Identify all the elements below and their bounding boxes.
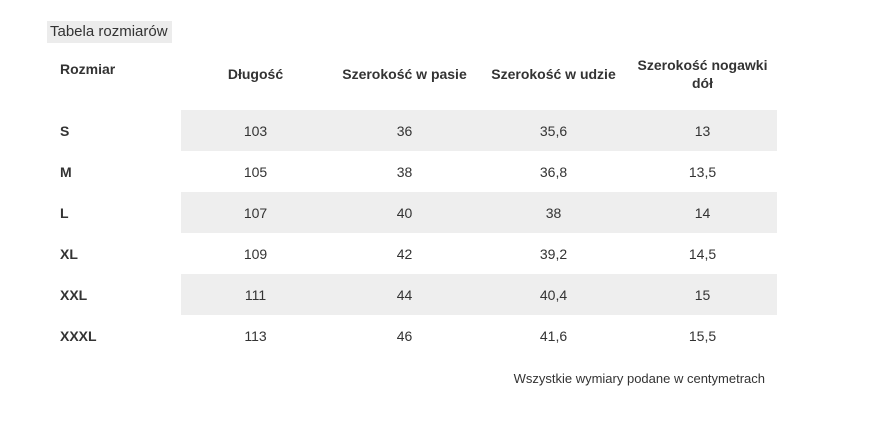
measurement-value: 38 — [396, 163, 413, 180]
table-header-row: Rozmiar Długość Szerokość w pasie Szerokość… — [54, 50, 777, 110]
size-label: XXL — [54, 274, 181, 315]
measurement-value: 36,8 — [539, 163, 568, 180]
measurement-value: 36 — [330, 110, 479, 151]
measurement-value: 14 — [628, 192, 777, 233]
measurement-value: 113 — [244, 327, 267, 344]
measurement-value: 105 — [243, 163, 268, 180]
measurement-value: 14,5 — [688, 245, 717, 262]
measurement-value: 15 — [628, 274, 777, 315]
page-title: Tabela rozmiarów — [47, 21, 172, 43]
size-label: L — [54, 192, 181, 233]
units-note: Wszystkie wymiary podane w centymetrach — [513, 371, 765, 386]
measurement-value: 13,5 — [688, 163, 717, 180]
table-row: M 105 38 36,8 13,5 — [54, 151, 777, 192]
measurement-value: 46 — [396, 327, 413, 344]
table-row: S 103 36 35,6 13 — [54, 110, 777, 151]
size-label: XXXL — [54, 315, 181, 356]
measurement-value: 107 — [181, 192, 330, 233]
table-row: L 107 40 38 14 — [54, 192, 777, 233]
column-header: Długość — [227, 66, 284, 82]
measurement-value: 41,6 — [539, 327, 568, 344]
column-header: Szerokość w pasie — [342, 66, 467, 82]
size-table: Rozmiar Długość Szerokość w pasie Szerokość… — [54, 50, 777, 356]
measurement-value: 40,4 — [479, 274, 628, 315]
measurement-value: 42 — [396, 245, 413, 262]
size-label: S — [54, 110, 181, 151]
measurement-value: 13 — [628, 110, 777, 151]
size-label: M — [54, 151, 181, 192]
size-label: XL — [54, 233, 181, 274]
measurement-value: 109 — [243, 245, 268, 262]
measurement-value: 111 — [181, 274, 330, 315]
column-header-size: Rozmiar — [60, 61, 116, 77]
column-header: Szerokość nogawki dół — [637, 57, 768, 91]
measurement-value: 38 — [479, 192, 628, 233]
measurement-value: 103 — [181, 110, 330, 151]
table-row: XL 109 42 39,2 14,5 — [54, 233, 777, 274]
column-header: Szerokość w udzie — [491, 66, 616, 82]
table-row: XXXL 113 46 41,6 15,5 — [54, 315, 777, 356]
measurement-value: 44 — [330, 274, 479, 315]
measurement-value: 40 — [330, 192, 479, 233]
measurement-value: 39,2 — [539, 245, 568, 262]
measurement-value: 35,6 — [479, 110, 628, 151]
measurement-value: 15,5 — [688, 327, 717, 344]
table-row: XXL 111 44 40,4 15 — [54, 274, 777, 315]
